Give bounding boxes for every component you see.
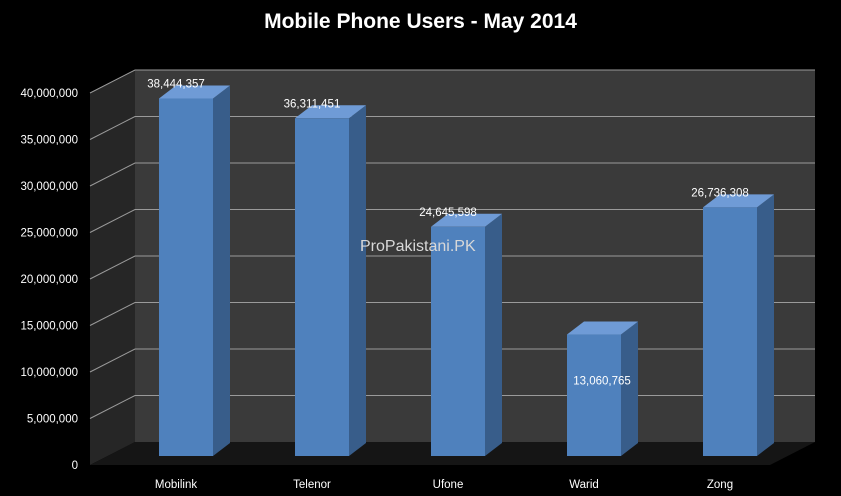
y-axis-ticks: 0 5,000,000 10,000,000 15,000,000 20,000,000…	[20, 88, 78, 472]
bar-telenor	[295, 105, 366, 457]
bar-top	[295, 105, 366, 119]
data-labels: 38,444,357 36,311,451 24,645,598 13,060,765…	[147, 78, 749, 387]
bar-top	[567, 321, 638, 335]
data-label: 36,311,451	[284, 98, 341, 110]
x-tick-label: Zong	[707, 479, 733, 491]
x-tick-label: Ufone	[433, 479, 464, 491]
y-tick-label: 10,000,000	[20, 367, 78, 379]
bar-warid	[567, 321, 638, 456]
bar-side	[349, 105, 366, 457]
y-tick-label: 40,000,000	[20, 88, 78, 100]
bar-front	[295, 118, 349, 457]
x-tick-label: Warid	[569, 479, 599, 491]
bar-mobilink	[159, 85, 230, 457]
data-label: 26,736,308	[691, 187, 749, 199]
y-tick-label: 20,000,000	[20, 274, 78, 286]
data-label: 24,645,598	[419, 207, 477, 219]
bar-ufone	[431, 213, 502, 456]
data-label: 13,060,765	[573, 376, 631, 388]
bar-side	[621, 321, 638, 456]
y-tick-label: 35,000,000	[20, 135, 78, 147]
y-tick-label: 15,000,000	[20, 321, 78, 333]
y-tick-label: 0	[72, 460, 78, 472]
y-tick-label: 5,000,000	[27, 414, 78, 426]
gridline	[89, 209, 815, 233]
y-tick-label: 30,000,000	[20, 181, 78, 193]
x-tick-label: Telenor	[293, 479, 331, 491]
y-tick-label: 25,000,000	[20, 228, 78, 240]
chart-title: Mobile Phone Users - May 2014	[264, 10, 577, 33]
watermark-text: ProPakistani.PK	[360, 238, 476, 255]
bar-top	[703, 194, 774, 208]
bar-side	[757, 194, 774, 456]
data-label: 38,444,357	[147, 78, 205, 90]
bar-side	[213, 85, 230, 457]
bar-top	[159, 85, 230, 99]
bar-front	[703, 207, 757, 456]
gridline	[89, 255, 815, 280]
x-tick-label: Mobilink	[155, 479, 197, 491]
bars	[159, 85, 774, 457]
bar-front	[567, 334, 621, 456]
bar-side	[485, 213, 502, 456]
gridline	[89, 69, 815, 94]
bar-zong	[703, 194, 774, 456]
bar-front	[159, 98, 213, 457]
gridline	[89, 162, 815, 187]
x-axis-ticks: Mobilink Telenor Ufone Warid Zong	[155, 479, 733, 491]
bar-front	[431, 226, 485, 456]
bar-top	[431, 213, 502, 227]
gridline	[89, 302, 815, 326]
gridline	[89, 116, 815, 140]
